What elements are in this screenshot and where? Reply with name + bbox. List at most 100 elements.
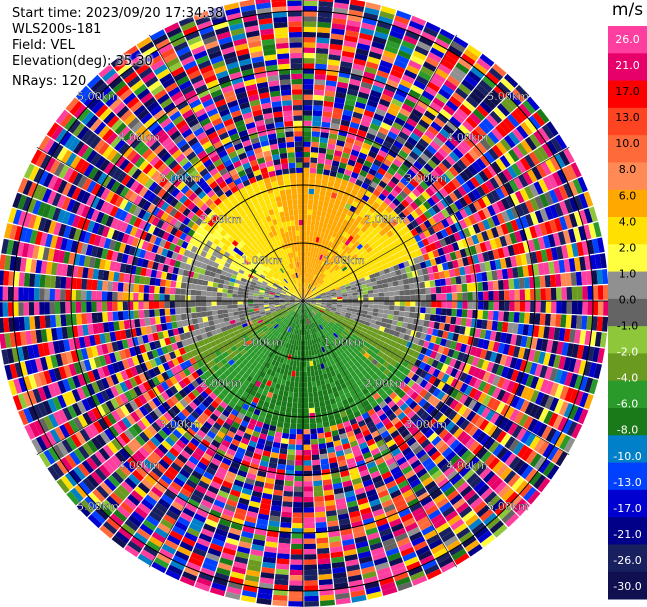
velocity-cell [40,356,49,371]
velocity-cell [228,443,239,452]
velocity-cell [308,262,311,268]
velocity-cell [350,171,359,179]
velocity-cell [326,223,332,230]
velocity-cell [436,458,449,469]
velocity-cell [309,256,313,263]
velocity-cell [189,423,200,434]
velocity-cell [86,409,98,423]
velocity-cell [477,338,485,349]
velocity-cell [515,480,529,495]
velocity-cell [375,184,384,193]
velocity-cell [239,536,253,544]
velocity-cell [244,477,255,486]
velocity-cell [374,171,384,180]
velocity-cell [316,385,323,392]
velocity-cell [321,296,327,298]
velocity-cell [395,10,412,21]
velocity-cell [209,392,218,401]
velocity-cell [409,164,420,175]
velocity-cell [293,306,298,311]
velocity-cell [269,305,275,309]
velocity-cell [364,416,373,425]
velocity-cell [54,426,66,441]
velocity-cell [315,516,327,523]
velocity-cell [316,427,324,434]
velocity-cell [342,207,349,215]
velocity-cell [274,404,281,412]
velocity-cell [303,434,311,440]
velocity-cell [307,283,311,289]
velocity-cell [295,307,299,313]
velocity-cell [127,494,141,507]
velocity-cell [372,189,381,197]
velocity-cell [380,5,397,15]
velocity-cell [162,362,171,371]
velocity-cell [474,263,481,273]
velocity-cell [210,400,219,409]
velocity-cell [351,364,358,371]
velocity-cell [467,301,473,310]
velocity-cell [300,303,303,309]
velocity-cell [354,368,361,375]
velocity-cell [154,340,162,349]
velocity-cell [373,297,379,301]
velocity-cell [257,416,265,423]
velocity-cell [406,25,422,36]
velocity-cell [523,486,537,502]
velocity-cell [224,503,236,513]
velocity-cell [324,239,330,246]
velocity-cell [230,335,238,342]
velocity-cell [331,472,341,479]
velocity-cell [179,398,189,408]
velocity-cell [185,460,197,470]
velocity-cell [462,469,475,481]
velocity-cell [316,253,321,260]
velocity-cell [377,571,393,581]
velocity-cell [532,263,540,276]
velocity-cell [397,49,412,60]
velocity-cell [352,525,365,534]
velocity-cell [432,136,444,147]
velocity-cell [353,375,360,382]
velocity-cell [312,110,323,117]
velocity-cell [366,314,373,319]
velocity-cell [538,458,551,474]
velocity-cell [399,290,405,296]
velocity-cell [581,315,588,330]
velocity-cell [260,313,267,317]
velocity-cell [282,336,287,342]
velocity-cell [309,173,316,179]
velocity-cell [255,420,264,428]
velocity-cell [345,30,359,38]
velocity-cell [343,280,350,285]
velocity-cell [313,338,317,345]
velocity-cell [384,83,397,93]
velocity-cell [208,462,219,471]
velocity-cell [393,310,400,316]
velocity-cell [454,250,462,260]
velocity-cell [451,292,458,301]
velocity-cell [351,68,364,77]
velocity-cell [165,569,181,581]
velocity-cell [377,167,387,176]
velocity-cell [76,503,91,518]
velocity-cell [225,537,239,546]
velocity-cell [352,111,363,120]
velocity-cell [557,231,566,246]
velocity-cell [340,264,346,270]
velocity-cell [540,339,549,352]
velocity-cell [479,138,492,151]
velocity-cell [292,507,303,513]
velocity-cell [561,167,573,182]
velocity-cell [486,271,493,281]
velocity-cell [179,541,194,552]
velocity-cell [479,349,488,360]
velocity-cell [306,277,310,284]
velocity-cell [313,485,323,492]
velocity-cell [385,205,394,214]
velocity-cell [190,493,203,504]
velocity-cell [344,246,351,253]
velocity-cell [314,370,319,376]
velocity-cell [321,340,326,347]
velocity-cell [86,474,100,489]
